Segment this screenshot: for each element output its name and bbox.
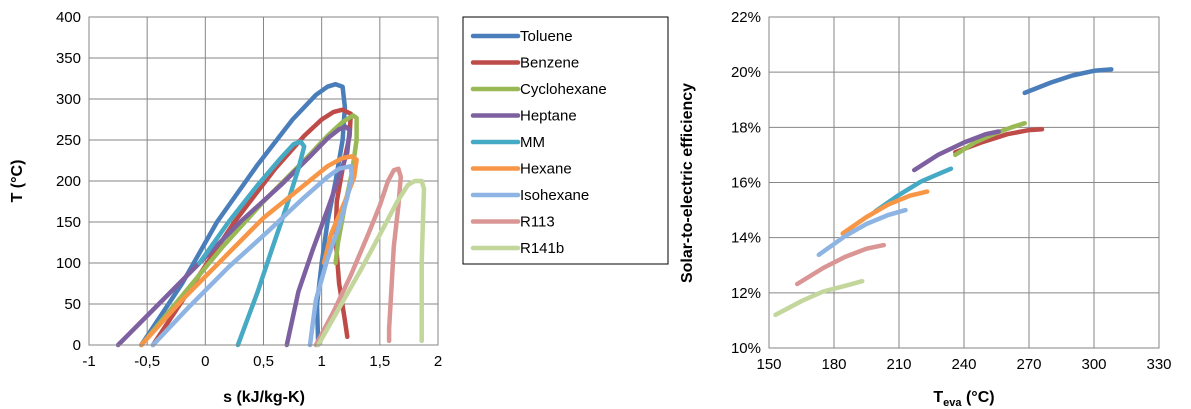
efficiency-gridlines <box>769 17 1159 348</box>
ts-diagram-chart: -1 -0,5 0 0,5 1 1,5 2 0 50 100 150 200 250 300 350 400… <box>9 9 442 406</box>
ts-diagram-x-tick-label: 1 <box>317 353 325 370</box>
efficiency-y-tick-label: 10% <box>731 340 761 357</box>
ts-diagram-x-tick-label: 1,5 <box>369 353 390 370</box>
efficiency-series-6-line <box>840 189 930 236</box>
efficiency-series-9-line <box>773 278 865 318</box>
efficiency-x-tick-label: 330 <box>1146 356 1171 373</box>
efficiency-series-7-line <box>816 207 908 258</box>
ts-diagram-y-tick-label: 50 <box>64 296 81 313</box>
ts-diagram-r113-line <box>313 166 404 348</box>
ts-diagram-series <box>115 81 427 348</box>
efficiency-series <box>773 67 1114 318</box>
ts-diagram-y-tick-label: 350 <box>56 50 81 67</box>
efficiency-y-tick-label: 12% <box>731 285 761 302</box>
efficiency-x-tick-label: 180 <box>821 356 846 373</box>
ts-diagram-r141b-line <box>315 178 427 348</box>
efficiency-x-axis-symbol: T <box>933 389 943 406</box>
efficiency-x-tick-label: 150 <box>756 356 781 373</box>
legend-label-hexane: Hexane <box>520 161 572 178</box>
ts-diagram-x-tick-label: -0,5 <box>134 353 160 370</box>
ts-diagram-x-tick-label: 0,5 <box>253 353 274 370</box>
ts-diagram-x-axis-title: s (kJ/kg-K) <box>223 389 305 406</box>
ts-diagram-y-tick-label: 0 <box>73 337 81 354</box>
ts-diagram-x-tick-label: 0 <box>201 353 209 370</box>
efficiency-x-ticks: 150 180 210 240 270 300 330 <box>756 356 1171 373</box>
ts-diagram-y-tick-label: 150 <box>56 214 81 231</box>
efficiency-x-tick-label: 270 <box>1016 356 1041 373</box>
ts-diagram-heptane-line <box>115 124 352 348</box>
ts-diagram-x-tick-label: -1 <box>82 353 95 370</box>
ts-diagram-y-ticks: 0 50 100 150 200 250 300 350 400 <box>56 9 81 354</box>
efficiency-y-tick-label: 16% <box>731 175 761 192</box>
ts-diagram-y-tick-label: 300 <box>56 91 81 108</box>
efficiency-series-1-line <box>1022 67 1114 96</box>
efficiency-y-axis-title: Solar-to-electric efficiency <box>679 83 696 283</box>
efficiency-plot-area <box>768 16 1160 349</box>
efficiency-y-tick-label: 22% <box>731 9 761 26</box>
legend-label-toluene: Toluene <box>520 28 573 45</box>
efficiency-y-tick-label: 18% <box>731 119 761 136</box>
efficiency-chart: 150 180 210 240 270 300 330 10% 12% 14% 16% 18% 20%… <box>679 9 1172 409</box>
legend-label-benzene: Benzene <box>520 55 579 72</box>
legend-label-heptane: Heptane <box>520 108 577 125</box>
ts-diagram-y-axis-title: T (°C) <box>9 160 26 203</box>
legend-label-r113: R113 <box>520 214 555 231</box>
efficiency-x-tick-label: 300 <box>1081 356 1106 373</box>
ts-diagram-y-tick-label: 100 <box>56 255 81 272</box>
legend: Toluene Benzene Cyclohexane Heptane MM Hexane… <box>462 16 669 265</box>
efficiency-x-axis-subscript: eva <box>943 397 962 409</box>
efficiency-series-5-line <box>872 166 954 214</box>
ts-diagram-y-tick-label: 400 <box>56 9 81 26</box>
ts-diagram-x-ticks: -1 -0,5 0 0,5 1 1,5 2 <box>82 353 442 370</box>
efficiency-series-8-line <box>794 242 887 287</box>
legend-items: Toluene Benzene Cyclohexane Heptane MM Hexane… <box>470 28 607 257</box>
legend-label-r141b: R141b <box>520 240 564 257</box>
efficiency-x-tick-label: 240 <box>951 356 976 373</box>
legend-label-isohexane: Isohexane <box>520 187 589 204</box>
efficiency-y-ticks: 10% 12% 14% 16% 18% 20% 22% <box>731 9 761 357</box>
efficiency-y-tick-label: 14% <box>731 230 761 247</box>
ts-diagram-y-tick-label: 200 <box>56 173 81 190</box>
efficiency-x-axis-unit: (°C) <box>962 389 995 406</box>
ts-diagram-mm-line <box>197 139 307 348</box>
efficiency-x-axis-title: Teva (°C) <box>933 389 994 409</box>
ts-diagram-y-tick-label: 250 <box>56 132 81 149</box>
ts-diagram-isohexane-line <box>150 163 355 348</box>
efficiency-x-tick-label: 210 <box>886 356 911 373</box>
ts-diagram-toluene-line <box>139 81 348 348</box>
legend-label-cyclohexane: Cyclohexane <box>520 81 607 98</box>
ts-diagram-x-tick-label: 2 <box>434 353 442 370</box>
legend-label-mm: MM <box>520 134 545 151</box>
efficiency-series-4-line <box>911 129 1001 173</box>
efficiency-y-tick-label: 20% <box>731 64 761 81</box>
ts-diagram-plot-area <box>88 16 439 346</box>
